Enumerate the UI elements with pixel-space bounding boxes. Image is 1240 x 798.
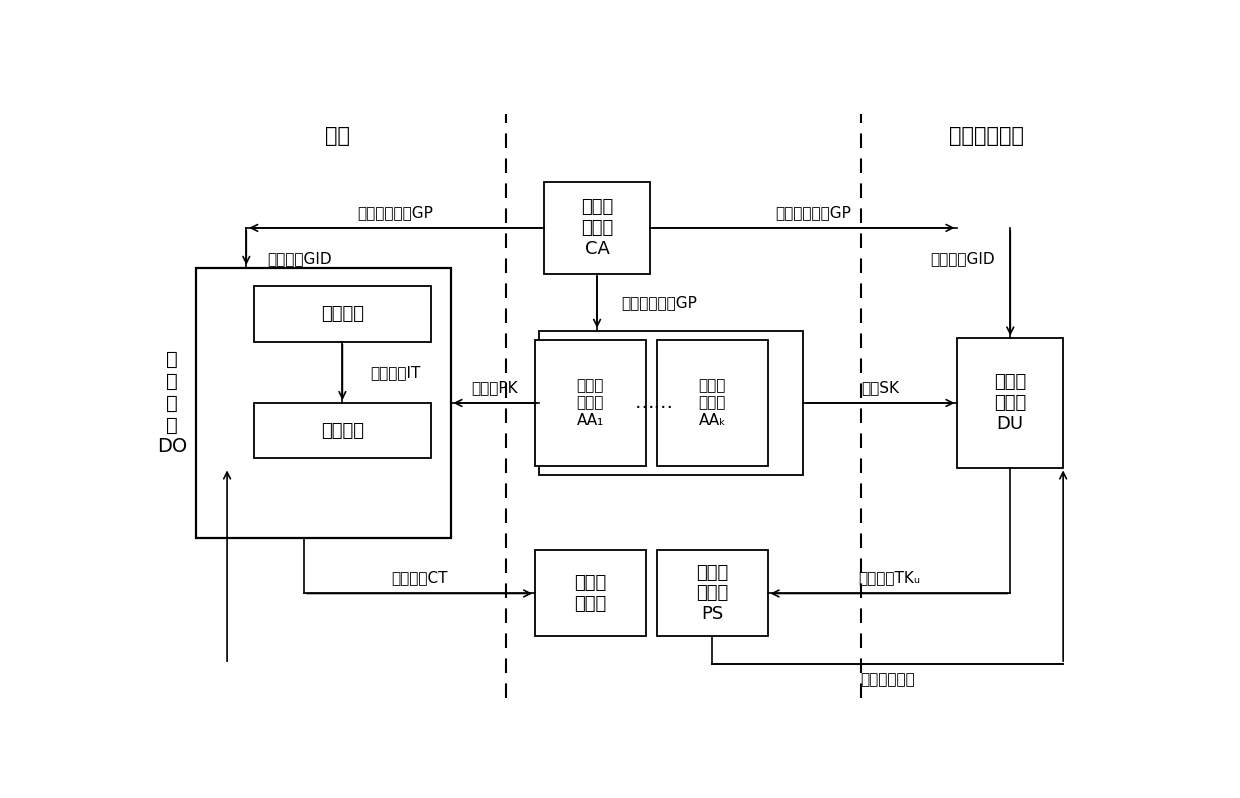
Text: 系统公开参数GP: 系统公开参数GP <box>775 205 851 220</box>
Text: 云代理
服务器
PS: 云代理 服务器 PS <box>696 563 729 623</box>
Text: 系统公开参数GP: 系统公开参数GP <box>621 295 697 310</box>
Text: 中央授
权机构
CA: 中央授 权机构 CA <box>580 198 614 258</box>
Bar <box>657 551 768 637</box>
Text: 系统公开参数GP: 系统公开参数GP <box>357 205 433 220</box>
Text: 完整密文CT: 完整密文CT <box>392 571 448 586</box>
Bar <box>539 331 804 475</box>
Text: 云存储
服务器: 云存储 服务器 <box>574 574 606 613</box>
Text: 中间密文IT: 中间密文IT <box>370 365 420 380</box>
Text: 离线加密: 离线加密 <box>321 305 363 323</box>
Text: ……: …… <box>634 393 673 413</box>
Text: 终端: 终端 <box>325 126 350 146</box>
Bar <box>253 286 432 342</box>
Bar <box>957 338 1063 468</box>
Text: 数据访
问用户
DU: 数据访 问用户 DU <box>994 373 1027 433</box>
Text: 在线加密: 在线加密 <box>321 421 363 440</box>
Bar <box>544 182 650 274</box>
Text: 主公钥PK: 主公钥PK <box>471 380 518 395</box>
Text: 部分解密密文: 部分解密密文 <box>861 672 915 687</box>
Bar <box>657 340 768 466</box>
Text: 唯一标识GID: 唯一标识GID <box>930 251 994 266</box>
Text: 唯一标识GID: 唯一标识GID <box>267 251 331 266</box>
Text: 属性授
权机构
AA₁: 属性授 权机构 AA₁ <box>577 378 604 428</box>
Text: 人机交互系统: 人机交互系统 <box>949 126 1024 146</box>
Text: 属性授
权机构
AAₖ: 属性授 权机构 AAₖ <box>698 378 727 428</box>
Text: 私钥SK: 私钥SK <box>862 380 899 395</box>
Bar <box>253 403 432 458</box>
Bar <box>196 268 450 538</box>
Bar <box>536 340 646 466</box>
Text: 数
据
属
主
DO: 数 据 属 主 DO <box>156 350 187 456</box>
Text: 转换密钥TKᵤ: 转换密钥TKᵤ <box>858 571 920 586</box>
Bar <box>536 551 646 637</box>
